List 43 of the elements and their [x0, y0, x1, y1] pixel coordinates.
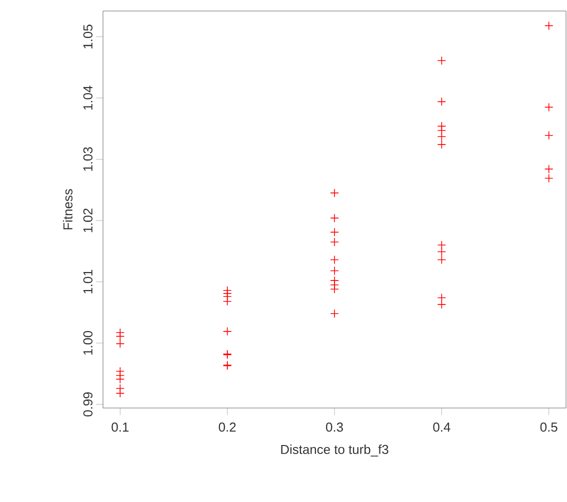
y-tick-label: 1.05 [83, 24, 92, 48]
x-tick-label: 0.1 [112, 422, 129, 432]
point [437, 293, 446, 302]
y-tick-label: 1.00 [83, 330, 92, 355]
x-axis-title: Distance to turb_f3 [281, 444, 388, 456]
point [330, 284, 339, 294]
point [437, 240, 446, 250]
y-tick-label: 1.04 [83, 86, 92, 110]
point [544, 164, 554, 174]
y-tick-label: 0.99 [83, 392, 92, 416]
point [330, 255, 339, 264]
point [544, 130, 554, 140]
x-tick-label: 0.5 [540, 422, 558, 432]
point [222, 297, 232, 306]
point [330, 228, 339, 237]
x-tick-label: 0.4 [433, 422, 450, 432]
point [330, 309, 339, 318]
point [544, 21, 554, 30]
y-tick-label: 1.01 [83, 270, 92, 294]
y-axis-title: Fitness [62, 189, 72, 230]
point [437, 255, 446, 264]
point [437, 132, 446, 141]
point [437, 97, 446, 106]
point [116, 374, 125, 384]
point [116, 339, 125, 348]
point [330, 188, 339, 198]
point [544, 102, 554, 112]
point [437, 247, 446, 256]
x-tick-label: 0.3 [326, 422, 343, 432]
point [437, 56, 446, 66]
x-tick-label: 0.2 [218, 422, 236, 432]
point [544, 174, 554, 183]
y-tick-label: 1.02 [83, 208, 92, 232]
point [330, 214, 339, 222]
point [116, 388, 125, 398]
point [437, 300, 446, 309]
point [330, 266, 339, 276]
point [437, 126, 446, 135]
point [330, 238, 339, 246]
y-tick-label: 1.03 [83, 147, 92, 171]
point [437, 140, 446, 149]
point [222, 327, 232, 336]
point [116, 332, 125, 341]
